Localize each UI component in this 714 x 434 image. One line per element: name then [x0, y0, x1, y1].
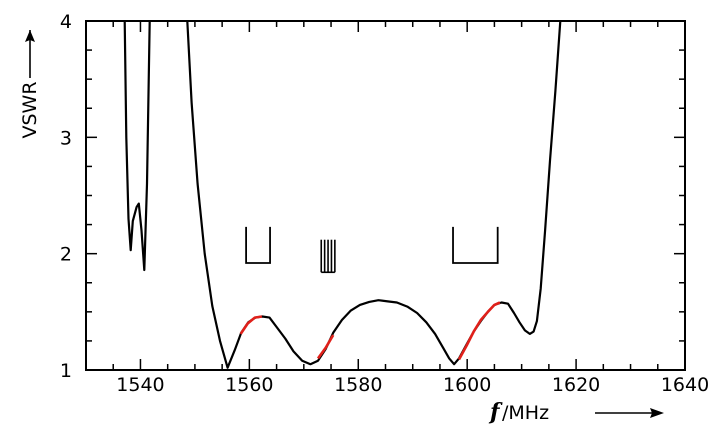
y-tick-label: 4: [60, 11, 72, 33]
band-markers-group: [245, 226, 499, 274]
x-axis-title-unit: /MHz: [502, 402, 549, 424]
y-tick-label: 3: [60, 127, 72, 149]
x-tick-label: 1600: [443, 374, 491, 396]
plot-frame: [85, 20, 686, 371]
y-axis-arrow-head: [25, 30, 35, 42]
vswr-highlight-segment: [239, 315, 263, 335]
x-tick-label: 1580: [334, 374, 382, 396]
x-tick-label: 1640: [661, 374, 709, 396]
vswr-curve: [123, 21, 151, 272]
x-axis-title-italic: f: [488, 399, 503, 425]
x-tick-label: 1620: [552, 374, 600, 396]
tick-labels-group: 1540 1560 1580 1600 1620 1640 1 2 3 4: [60, 11, 709, 396]
x-tick-label: 1540: [116, 374, 164, 396]
band-marker-bracket: [245, 226, 271, 264]
vswr-highlight-segment: [316, 334, 335, 360]
series-group: [123, 21, 562, 369]
x-axis-title-group: f /MHz: [488, 399, 664, 425]
x-axis-arrow-head: [650, 408, 664, 418]
plot-frame-group: [85, 20, 686, 371]
band-marker-bracket: [452, 226, 499, 264]
ticks-group: [85, 20, 686, 371]
y-tick-label: 1: [60, 360, 72, 382]
band-marker-comb: [320, 239, 336, 274]
vswr-highlight-segment: [457, 301, 501, 361]
y-axis-title-group: VSWR: [19, 30, 41, 139]
y-tick-label: 2: [60, 244, 72, 266]
y-axis-title: VSWR: [19, 81, 41, 138]
x-tick-label: 1560: [225, 374, 273, 396]
vswr-curve: [186, 21, 562, 369]
